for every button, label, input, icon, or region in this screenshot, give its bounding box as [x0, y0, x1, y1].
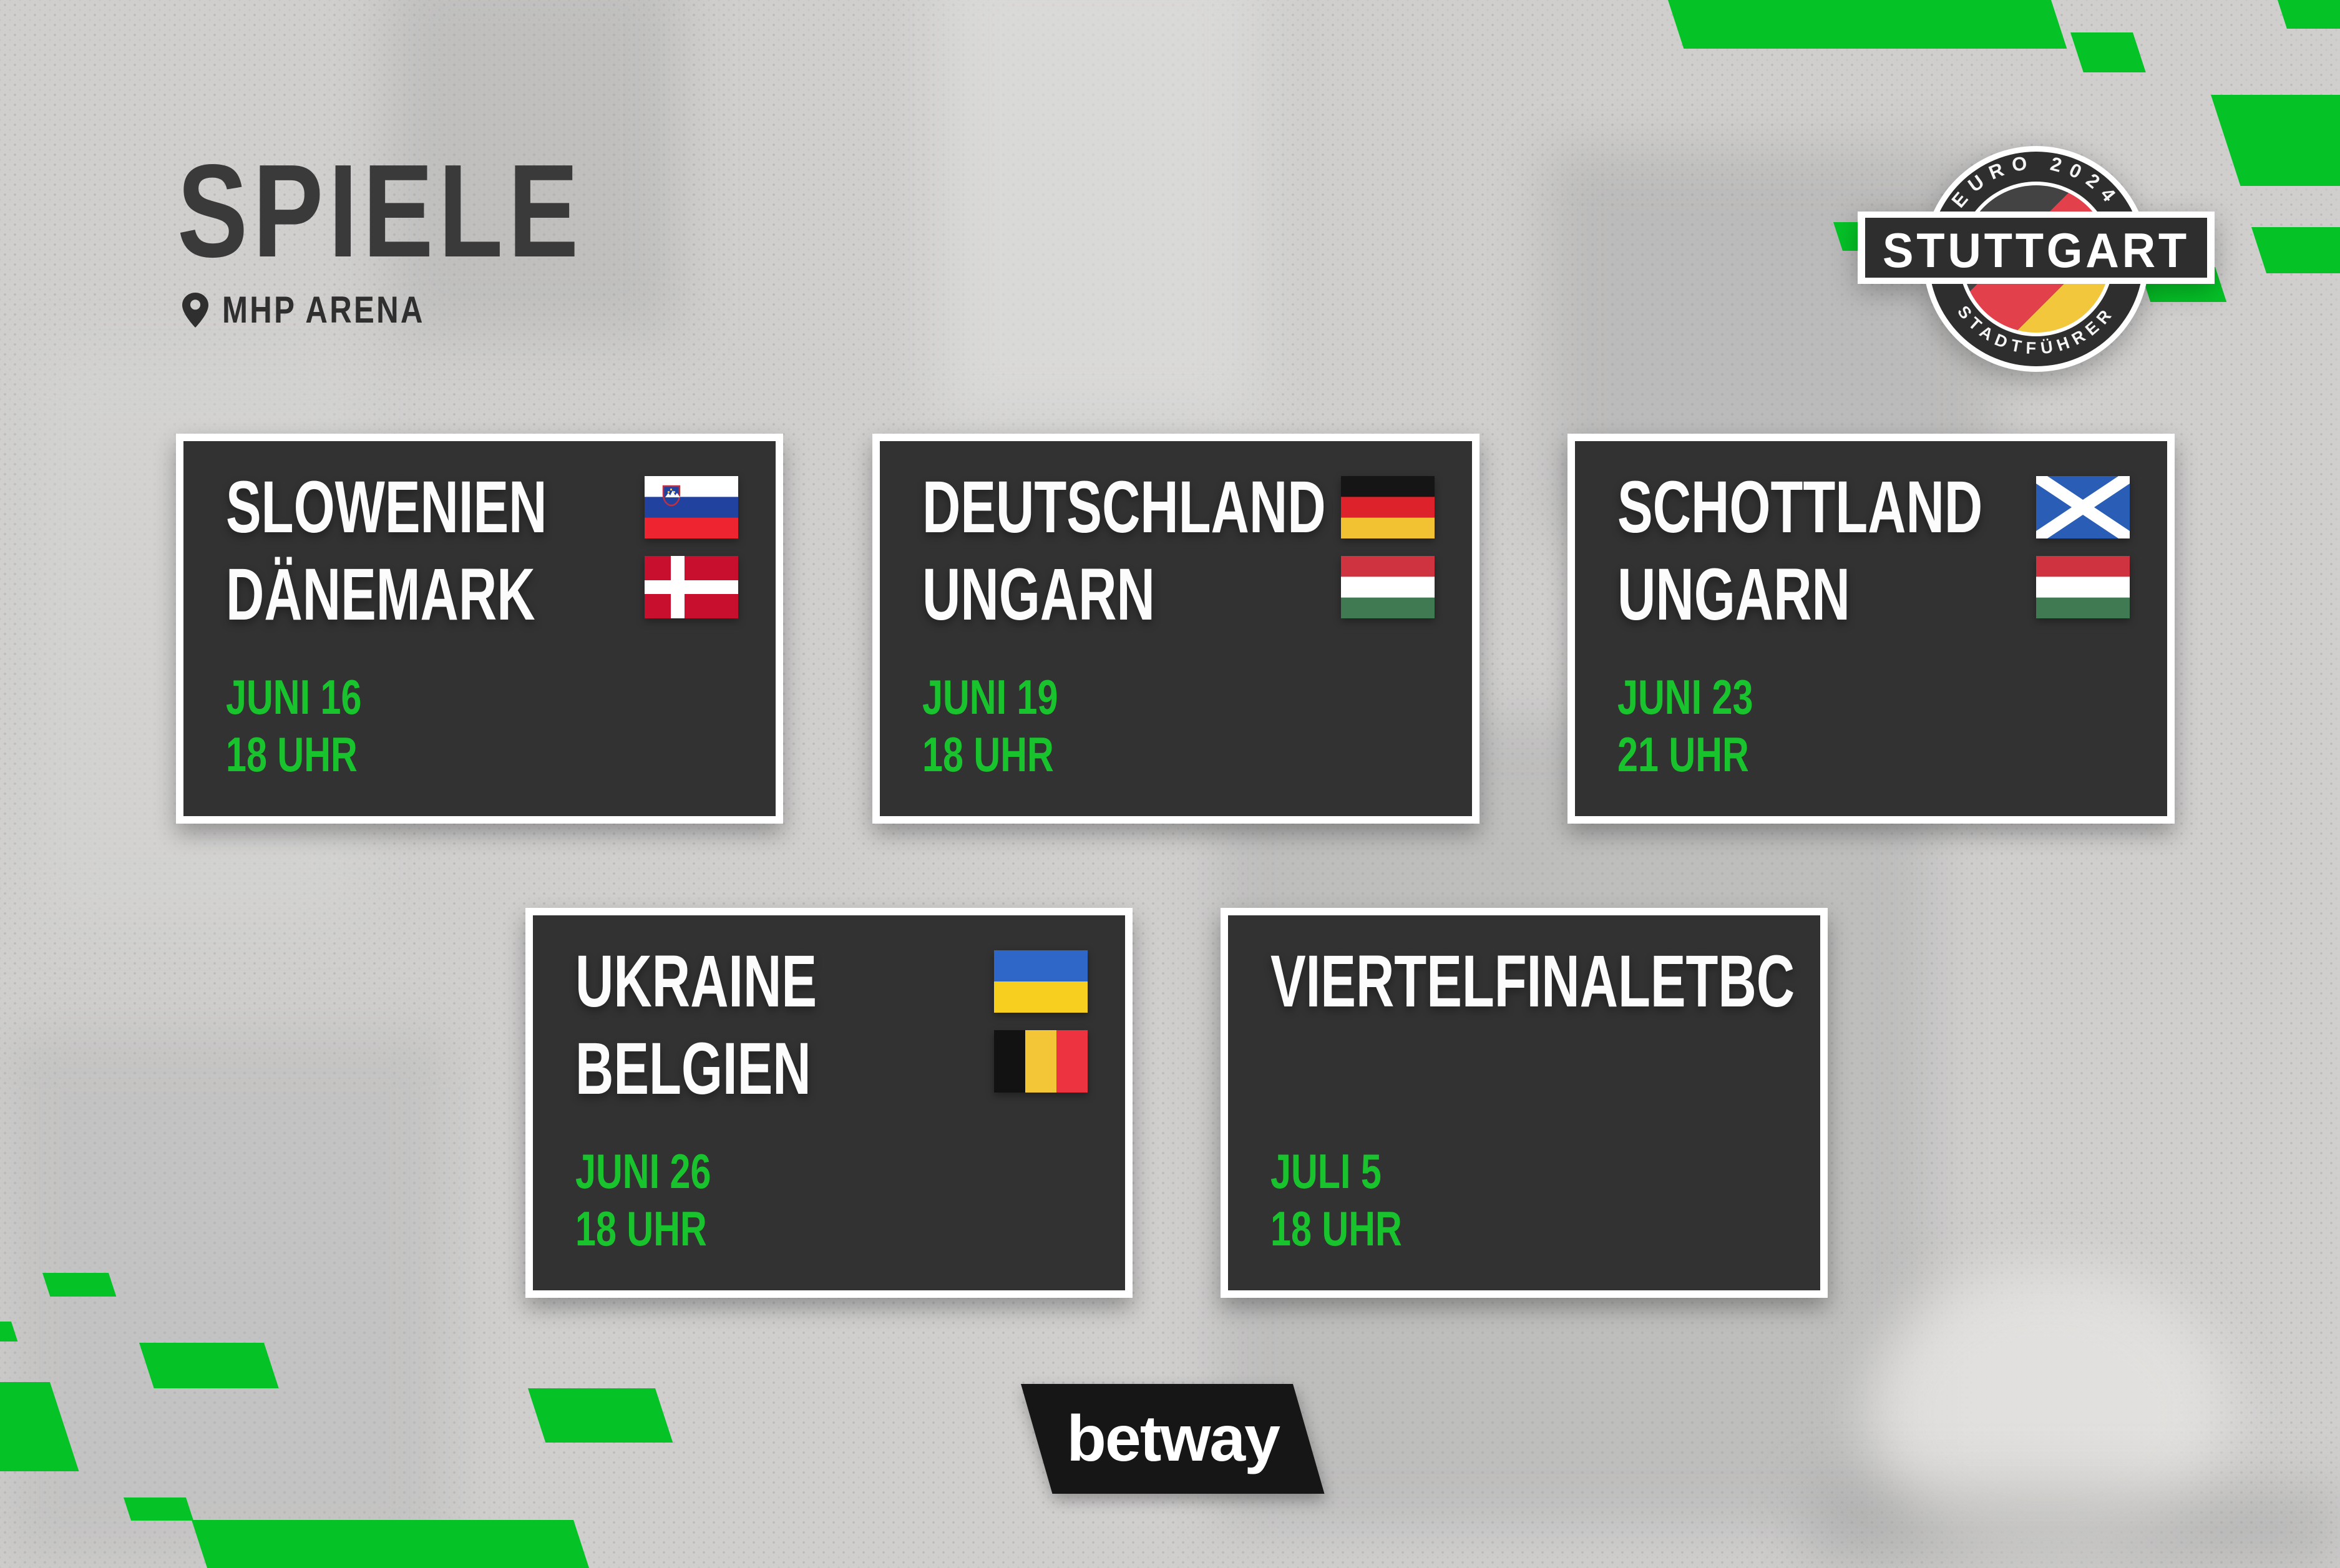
location-pin-icon: [182, 292, 208, 328]
flag-hungary-icon: [1341, 556, 1435, 618]
match-teams: UKRAINE BELGIEN: [575, 938, 911, 1113]
background-photo-blob: [1810, 1485, 2340, 1568]
home-team-label: DEUTSCHLAND: [922, 466, 1326, 548]
home-team-label: SCHOTTLAND: [1617, 466, 1983, 548]
match-datetime: JUNI 26 18 UHR: [575, 1142, 754, 1257]
match-card: DEUTSCHLAND UNGARN JUNI 19 18 UHR: [872, 434, 1480, 824]
match-card: VIERTELFINALETBC JULI 5 18 UHR: [1221, 908, 1828, 1298]
home-team-label: SLOWENIEN: [226, 466, 547, 548]
euro2024-stuttgart-badge: EURO 2024 STADTFÜHRER STUTTGART: [1858, 146, 2215, 372]
match-date-label: JULI 5: [1270, 1144, 1382, 1199]
match-datetime: JUNI 23 21 UHR: [1617, 668, 1796, 783]
stuttgart-banner: STUTTGART: [1858, 212, 2215, 284]
match-card: UKRAINE BELGIEN JUNI 26 18 UHR: [525, 908, 1133, 1298]
green-parallelogram: [42, 1273, 117, 1297]
green-parallelogram: [0, 1322, 18, 1342]
page-title: SPIELE: [177, 137, 584, 285]
match-time-label: 21 UHR: [1617, 727, 1749, 782]
match-date-label: JUNI 19: [922, 670, 1058, 724]
match-datetime: JUNI 16 18 UHR: [226, 668, 404, 783]
venue-label: MHP ARENA: [222, 289, 425, 331]
match-datetime: JULI 5 18 UHR: [1270, 1142, 1443, 1257]
flag-column: [994, 950, 1088, 1110]
flag-scotland-icon: [2036, 476, 2130, 538]
green-parallelogram: [528, 1388, 673, 1443]
match-time-label: 18 UHR: [575, 1201, 707, 1256]
away-team-label: UNGARN: [1617, 553, 1850, 636]
match-teams: SCHOTTLAND UNGARN: [1617, 464, 2125, 638]
flag-column: [2036, 476, 2130, 636]
venue-row: MHP ARENA: [182, 288, 469, 331]
background-photo-blob: [936, 0, 1260, 424]
match-time-label: 18 UHR: [1270, 1201, 1402, 1256]
background-photo-blob: [0, 1030, 449, 1566]
home-team-label: VIERTELFINALETBC: [1270, 940, 1795, 1023]
match-datetime: JUNI 19 18 UHR: [922, 668, 1101, 783]
away-team-label: BELGIEN: [575, 1028, 811, 1110]
away-team-label: DÄNEMARK: [226, 553, 535, 636]
match-date-label: JUNI 26: [575, 1144, 711, 1199]
home-team-label: UKRAINE: [575, 940, 817, 1023]
match-date-label: JUNI 23: [1617, 670, 1753, 724]
green-parallelogram: [139, 1343, 279, 1388]
match-teams: SLOWENIEN DÄNEMARK: [226, 464, 672, 638]
green-parallelogram: [192, 1520, 592, 1568]
away-team-label: UNGARN: [922, 553, 1155, 636]
match-teams: VIERTELFINALETBC: [1270, 938, 1999, 1025]
flag-column: [1341, 476, 1435, 636]
green-parallelogram: [2278, 0, 2340, 29]
match-time-label: 18 UHR: [226, 727, 358, 782]
stuttgart-banner-label: STUTTGART: [1883, 223, 2190, 278]
green-parallelogram: [2251, 227, 2340, 273]
match-card: SCHOTTLAND UNGARN JUNI 23 21 UHR: [1567, 434, 2175, 824]
betway-logo: betway: [1021, 1384, 1325, 1494]
flag-belgium-icon: [994, 1030, 1088, 1093]
match-time-label: 18 UHR: [922, 727, 1054, 782]
match-card: SLOWENIEN DÄNEMARK JUNI 16 18 UHR: [176, 434, 783, 824]
flag-ukraine-icon: [994, 950, 1088, 1013]
flag-slovenia-icon: [645, 476, 738, 538]
green-parallelogram: [124, 1497, 194, 1521]
flag-germany-icon: [1341, 476, 1435, 538]
flag-hungary-icon: [2036, 556, 2130, 618]
green-parallelogram: [1668, 0, 2067, 49]
betway-logo-label: betway: [1066, 1402, 1279, 1475]
match-teams: DEUTSCHLAND UNGARN: [922, 464, 1483, 638]
soccer-ball-blob: [1866, 1267, 2228, 1560]
flag-denmark-icon: [645, 556, 738, 618]
flag-column: [645, 476, 738, 636]
green-parallelogram: [2070, 32, 2146, 72]
match-date-label: JUNI 16: [226, 670, 362, 724]
green-parallelogram: [0, 1382, 79, 1471]
